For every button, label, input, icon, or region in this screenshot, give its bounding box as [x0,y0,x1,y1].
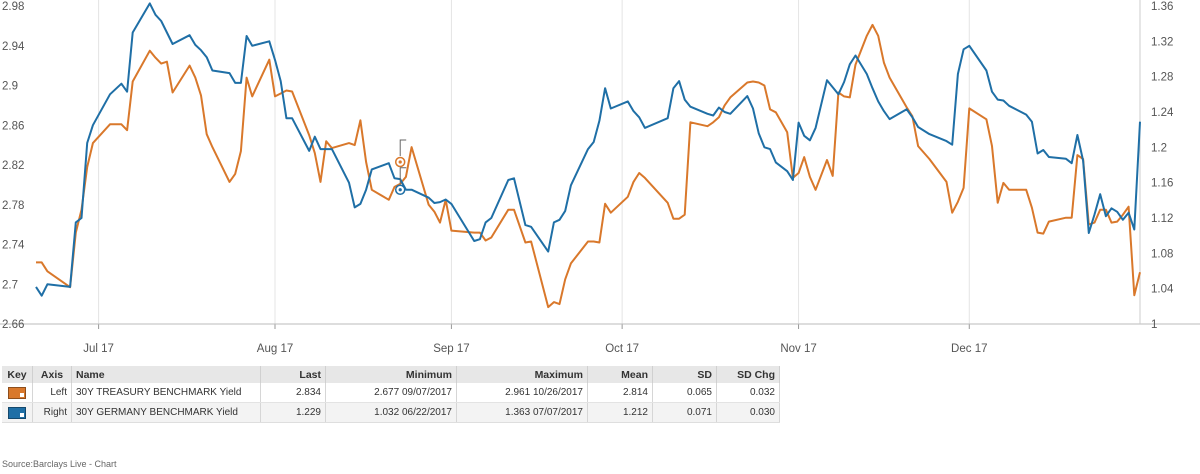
axis-cell: Right [32,402,72,423]
statistics-table: Key Axis Name Last Minimum Maximum Mean … [2,366,780,423]
name-cell: 30Y TREASURY BENCHMARK Yield [71,383,261,403]
germany-yield-line [35,2,1141,297]
source-note: Source:Barclays Live - Chart [2,459,117,469]
x-tick-label: Jul 17 [83,343,114,355]
mean-cell: 2.814 [587,383,653,403]
chart-lines [35,2,1141,309]
sd-chg-cell: 0.030 [716,402,780,423]
right-tick-label: 1.08 [1151,248,1173,260]
right-tick-label: 1.32 [1151,36,1173,48]
minimum-cell: 2.677 09/07/2017 [325,383,457,403]
header-maximum: Maximum [456,366,588,383]
key-swatch-germany[interactable] [2,402,33,423]
name-cell: 30Y GERMANY BENCHMARK Yield [71,402,261,423]
last-cell: 2.834 [260,383,326,403]
left-tick-label: 2.94 [2,41,25,53]
series-marker-dot [398,160,402,164]
left-tick-label: 2.7 [2,279,18,291]
right-tick-label: 1.12 [1151,213,1173,225]
maximum-cell: 1.363 07/07/2017 [456,402,588,423]
x-tick-label: Dec 17 [951,343,987,355]
x-tick-label: Aug 17 [257,343,293,355]
header-sd-chg: SD Chg [716,366,780,383]
header-key: Key [2,366,33,383]
table-row: Left 30Y TREASURY BENCHMARK Yield 2.834 … [2,383,780,403]
header-last: Last [260,366,326,383]
axis-cell: Left [32,383,72,403]
right-tick-label: 1 [1151,319,1157,331]
last-cell: 1.229 [260,402,326,423]
treasury-yield-line [36,23,1141,309]
yield-chart: Jul 17 Aug 17 Sep 17 Oct 17 Nov 17 Dec 17 2.66… [0,0,1200,355]
header-axis: Axis [32,366,72,383]
left-tick-label: 2.66 [2,319,24,331]
series-marker-dot [398,188,402,192]
right-tick-label: 1.16 [1151,178,1173,190]
right-tick-label: 1.04 [1151,284,1174,296]
header-sd: SD [652,366,717,383]
left-tick-label: 2.86 [2,120,24,132]
key-swatch-treasury[interactable] [2,383,33,403]
left-tick-label: 2.98 [2,1,24,13]
left-tick-label: 2.78 [2,200,24,212]
marker-flag [399,139,407,157]
header-minimum: Minimum [325,366,457,383]
x-tick-label: Nov 17 [780,343,816,355]
sd-cell: 0.065 [652,383,717,403]
header-name: Name [71,366,261,383]
right-tick-label: 1.24 [1151,107,1174,119]
left-tick-label: 2.9 [2,81,18,93]
sd-cell: 0.071 [652,402,717,423]
x-tick-label: Oct 17 [605,343,639,355]
left-tick-label: 2.74 [2,240,25,252]
table-row: Right 30Y GERMANY BENCHMARK Yield 1.229 … [2,402,780,423]
right-tick-label: 1.2 [1151,142,1167,154]
right-tick-label: 1.36 [1151,1,1173,13]
maximum-cell: 2.961 10/26/2017 [456,383,588,403]
header-mean: Mean [587,366,653,383]
sd-chg-cell: 0.032 [716,383,780,403]
right-tick-label: 1.28 [1151,72,1173,84]
left-tick-label: 2.82 [2,160,24,172]
table-header-row: Key Axis Name Last Minimum Maximum Mean … [2,366,780,383]
chart-grid [0,0,1200,329]
minimum-cell: 1.032 06/22/2017 [325,402,457,423]
mean-cell: 1.212 [587,402,653,423]
x-tick-label: Sep 17 [433,343,469,355]
marker-flag [399,167,407,184]
chart-ticks: Jul 17 Aug 17 Sep 17 Oct 17 Nov 17 Dec 17 2.66… [2,1,1174,355]
chart-markers [394,139,407,195]
